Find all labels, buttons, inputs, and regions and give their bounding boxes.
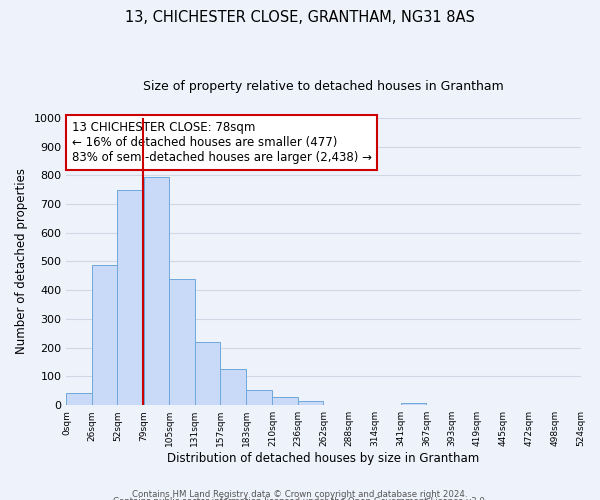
Bar <box>92 265 118 405</box>
Bar <box>118 190 144 405</box>
Bar <box>272 397 298 405</box>
Bar <box>401 403 427 405</box>
Bar <box>220 370 246 405</box>
X-axis label: Distribution of detached houses by size in Grantham: Distribution of detached houses by size … <box>167 452 479 465</box>
Bar <box>169 280 195 405</box>
Text: Contains HM Land Registry data © Crown copyright and database right 2024.: Contains HM Land Registry data © Crown c… <box>132 490 468 499</box>
Text: Contains public sector information licensed under the Open Government Licence v3: Contains public sector information licen… <box>113 497 487 500</box>
Bar <box>144 178 169 405</box>
Text: 13, CHICHESTER CLOSE, GRANTHAM, NG31 8AS: 13, CHICHESTER CLOSE, GRANTHAM, NG31 8AS <box>125 10 475 25</box>
Y-axis label: Number of detached properties: Number of detached properties <box>15 168 28 354</box>
Text: 13 CHICHESTER CLOSE: 78sqm
← 16% of detached houses are smaller (477)
83% of sem: 13 CHICHESTER CLOSE: 78sqm ← 16% of deta… <box>71 120 371 164</box>
Title: Size of property relative to detached houses in Grantham: Size of property relative to detached ho… <box>143 80 504 93</box>
Bar <box>67 393 92 405</box>
Bar <box>195 342 220 405</box>
Bar <box>246 390 272 405</box>
Bar <box>298 401 323 405</box>
